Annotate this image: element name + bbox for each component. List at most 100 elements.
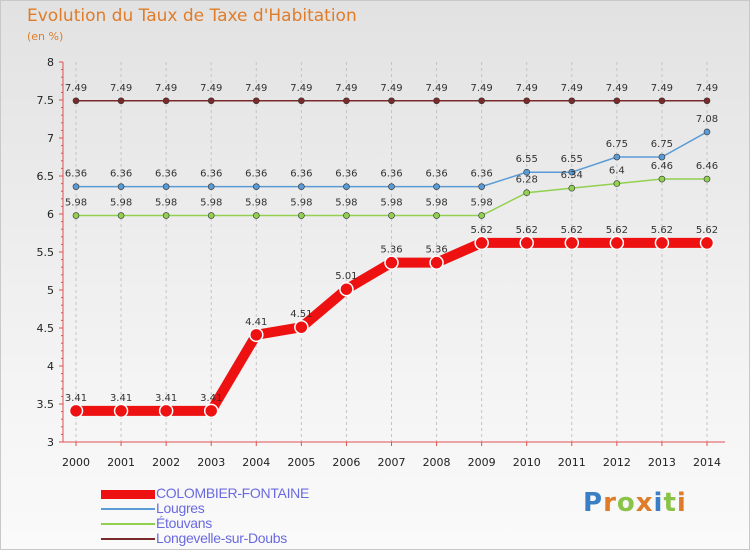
- data-point-lougres: [72, 183, 80, 190]
- data-point--touvans: [478, 212, 485, 219]
- x-tick-label: 2011: [558, 456, 586, 469]
- brand-letter: o: [616, 488, 636, 518]
- data-point--touvans: [117, 212, 125, 219]
- data-point-colombier-fontaine: [68, 403, 84, 419]
- data-point-longevelle-sur-doubs: [703, 97, 711, 105]
- data-point-lougres: [343, 183, 350, 190]
- data-label-lougres: 6.36: [245, 169, 267, 180]
- data-label-colombier-fontaine: 4.41: [245, 317, 267, 328]
- data-point-colombier-fontaine: [564, 235, 580, 251]
- y-tick-label: 4: [47, 360, 54, 373]
- data-point-colombier-fontaine: [384, 255, 399, 270]
- data-point-lougres: [207, 183, 215, 190]
- data-point-longevelle-sur-doubs: [658, 97, 666, 105]
- data-label-lougres: 6.36: [380, 169, 402, 180]
- data-label-colombier-fontaine: 5.01: [335, 271, 357, 282]
- data-point-longevelle-sur-doubs: [568, 97, 576, 105]
- data-label-longevelle-sur-doubs: 7.49: [606, 83, 628, 94]
- data-point-lougres: [523, 168, 531, 176]
- x-tick-label: 2014: [693, 456, 721, 469]
- data-point-lougres: [613, 153, 621, 161]
- data-point-colombier-fontaine: [249, 327, 264, 343]
- x-tick-label: 2008: [423, 456, 451, 469]
- data-label--touvans: 6.46: [696, 161, 718, 172]
- y-tick-label: 7.5: [37, 94, 55, 107]
- x-tick-label: 2007: [378, 456, 406, 469]
- data-point-longevelle-sur-doubs: [433, 97, 440, 105]
- data-label-lougres: 6.36: [425, 169, 447, 180]
- data-label-longevelle-sur-doubs: 7.49: [200, 83, 222, 94]
- data-point-longevelle-sur-doubs: [478, 97, 485, 105]
- data-label-lougres: 6.75: [606, 139, 628, 150]
- proxiti-logo: Proxiti: [583, 488, 687, 518]
- y-tick-label: 5: [47, 284, 54, 297]
- legend-swatch: [101, 538, 155, 540]
- data-point--touvans: [343, 212, 350, 219]
- data-point-colombier-fontaine: [609, 235, 625, 251]
- data-point-lougres: [298, 183, 305, 190]
- data-label--touvans: 5.98: [335, 198, 357, 209]
- data-point-colombier-fontaine: [203, 403, 219, 419]
- data-point--touvans: [433, 212, 440, 219]
- data-label--touvans: 6.28: [516, 175, 538, 186]
- data-label--touvans: 6.34: [561, 170, 583, 181]
- data-point-colombier-fontaine: [429, 255, 444, 270]
- data-point-colombier-fontaine: [699, 235, 715, 251]
- data-point--touvans: [252, 212, 260, 219]
- data-point-longevelle-sur-doubs: [523, 97, 531, 105]
- data-label-longevelle-sur-doubs: 7.49: [335, 83, 357, 94]
- data-point--touvans: [72, 212, 80, 219]
- data-label--touvans: 6.4: [609, 166, 625, 177]
- data-point--touvans: [568, 184, 576, 192]
- y-tick-label: 6.5: [37, 170, 55, 183]
- data-point-colombier-fontaine: [474, 235, 489, 251]
- data-label--touvans: 5.98: [245, 198, 267, 209]
- legend-label: Lougres: [156, 500, 205, 516]
- data-point-colombier-fontaine: [113, 403, 129, 419]
- data-point-lougres: [388, 183, 395, 190]
- data-point-longevelle-sur-doubs: [343, 97, 350, 105]
- data-label-lougres: 6.75: [651, 139, 673, 150]
- chart-title: Evolution du Taux de Taxe d'Habitation: [27, 6, 357, 26]
- data-point-longevelle-sur-doubs: [388, 97, 395, 105]
- x-tick-label: 2006: [332, 456, 360, 469]
- data-label-lougres: 6.36: [65, 169, 87, 180]
- data-label-longevelle-sur-doubs: 7.49: [651, 83, 673, 94]
- data-point--touvans: [658, 175, 666, 183]
- data-point--touvans: [162, 212, 170, 219]
- x-tick-label: 2002: [152, 456, 180, 469]
- data-label-lougres: 6.55: [516, 154, 538, 165]
- y-tick-label: 6: [47, 208, 54, 221]
- data-label--touvans: 5.98: [65, 198, 87, 209]
- brand-letter: r: [603, 488, 617, 518]
- data-point-lougres: [478, 183, 485, 190]
- data-label-lougres: 6.36: [290, 169, 312, 180]
- data-point-lougres: [117, 183, 125, 190]
- y-tick-label: 3.5: [37, 398, 55, 411]
- data-label-longevelle-sur-doubs: 7.49: [696, 83, 718, 94]
- x-tick-label: 2000: [62, 456, 90, 469]
- data-point--touvans: [613, 180, 621, 187]
- legend-label: Longevelle-sur-Doubs: [156, 530, 287, 546]
- data-label-longevelle-sur-doubs: 7.49: [471, 83, 493, 94]
- legend-swatch: [101, 508, 155, 510]
- data-point-longevelle-sur-doubs: [298, 97, 305, 105]
- brand-letter: t: [663, 488, 677, 518]
- data-label-longevelle-sur-doubs: 7.49: [425, 83, 447, 94]
- data-label-lougres: 6.36: [155, 169, 177, 180]
- data-point--touvans: [523, 189, 531, 197]
- x-tick-label: 2004: [242, 456, 270, 469]
- data-point-longevelle-sur-doubs: [162, 97, 170, 105]
- data-label-longevelle-sur-doubs: 7.49: [380, 83, 402, 94]
- data-point-colombier-fontaine: [339, 281, 354, 297]
- x-tick-label: 2005: [287, 456, 315, 469]
- data-label-lougres: 6.36: [200, 169, 222, 180]
- data-label-colombier-fontaine: 5.36: [425, 245, 447, 256]
- data-label-longevelle-sur-doubs: 7.49: [290, 83, 312, 94]
- data-label-longevelle-sur-doubs: 7.49: [561, 83, 583, 94]
- y-tick-label: 5.5: [37, 246, 55, 259]
- data-label-colombier-fontaine: 3.41: [155, 393, 177, 404]
- data-point-lougres: [252, 183, 260, 190]
- x-tick-label: 2012: [603, 456, 631, 469]
